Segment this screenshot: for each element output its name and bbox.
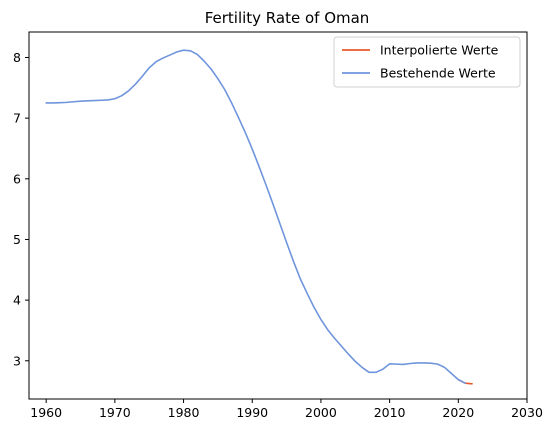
x-tick-label: 2030 (511, 405, 543, 420)
legend-label-0: Interpolierte Werte (380, 43, 499, 58)
y-tick-label: 7 (13, 111, 21, 126)
legend: Interpolierte Werte Bestehende Werte (333, 36, 521, 88)
y-tick-label: 3 (13, 353, 21, 368)
chart-title: Fertility Rate of Oman (205, 9, 370, 27)
plot-area (45, 49, 473, 385)
legend-box (333, 36, 521, 88)
x-tick-label: 2020 (442, 405, 474, 420)
x-tick-label: 2000 (305, 405, 337, 420)
x-tick-label: 1970 (99, 405, 131, 420)
series-line-1 (45, 49, 466, 385)
y-axis: 3 4 5 6 7 8 (13, 50, 29, 368)
plot-frame (28, 31, 528, 400)
y-tick-label: 4 (13, 293, 21, 308)
x-tick-label: 1990 (236, 405, 268, 420)
y-tick-label: 5 (13, 232, 21, 247)
x-tick-label: 2010 (374, 405, 406, 420)
x-axis: 1960 1970 1980 1990 2000 2010 2020 2030 (30, 399, 543, 420)
y-tick-label: 6 (13, 171, 21, 186)
legend-label-1: Bestehende Werte (380, 66, 496, 81)
y-tick-label: 8 (13, 50, 21, 65)
x-tick-label: 1960 (30, 405, 62, 420)
x-tick-label: 1980 (168, 405, 200, 420)
